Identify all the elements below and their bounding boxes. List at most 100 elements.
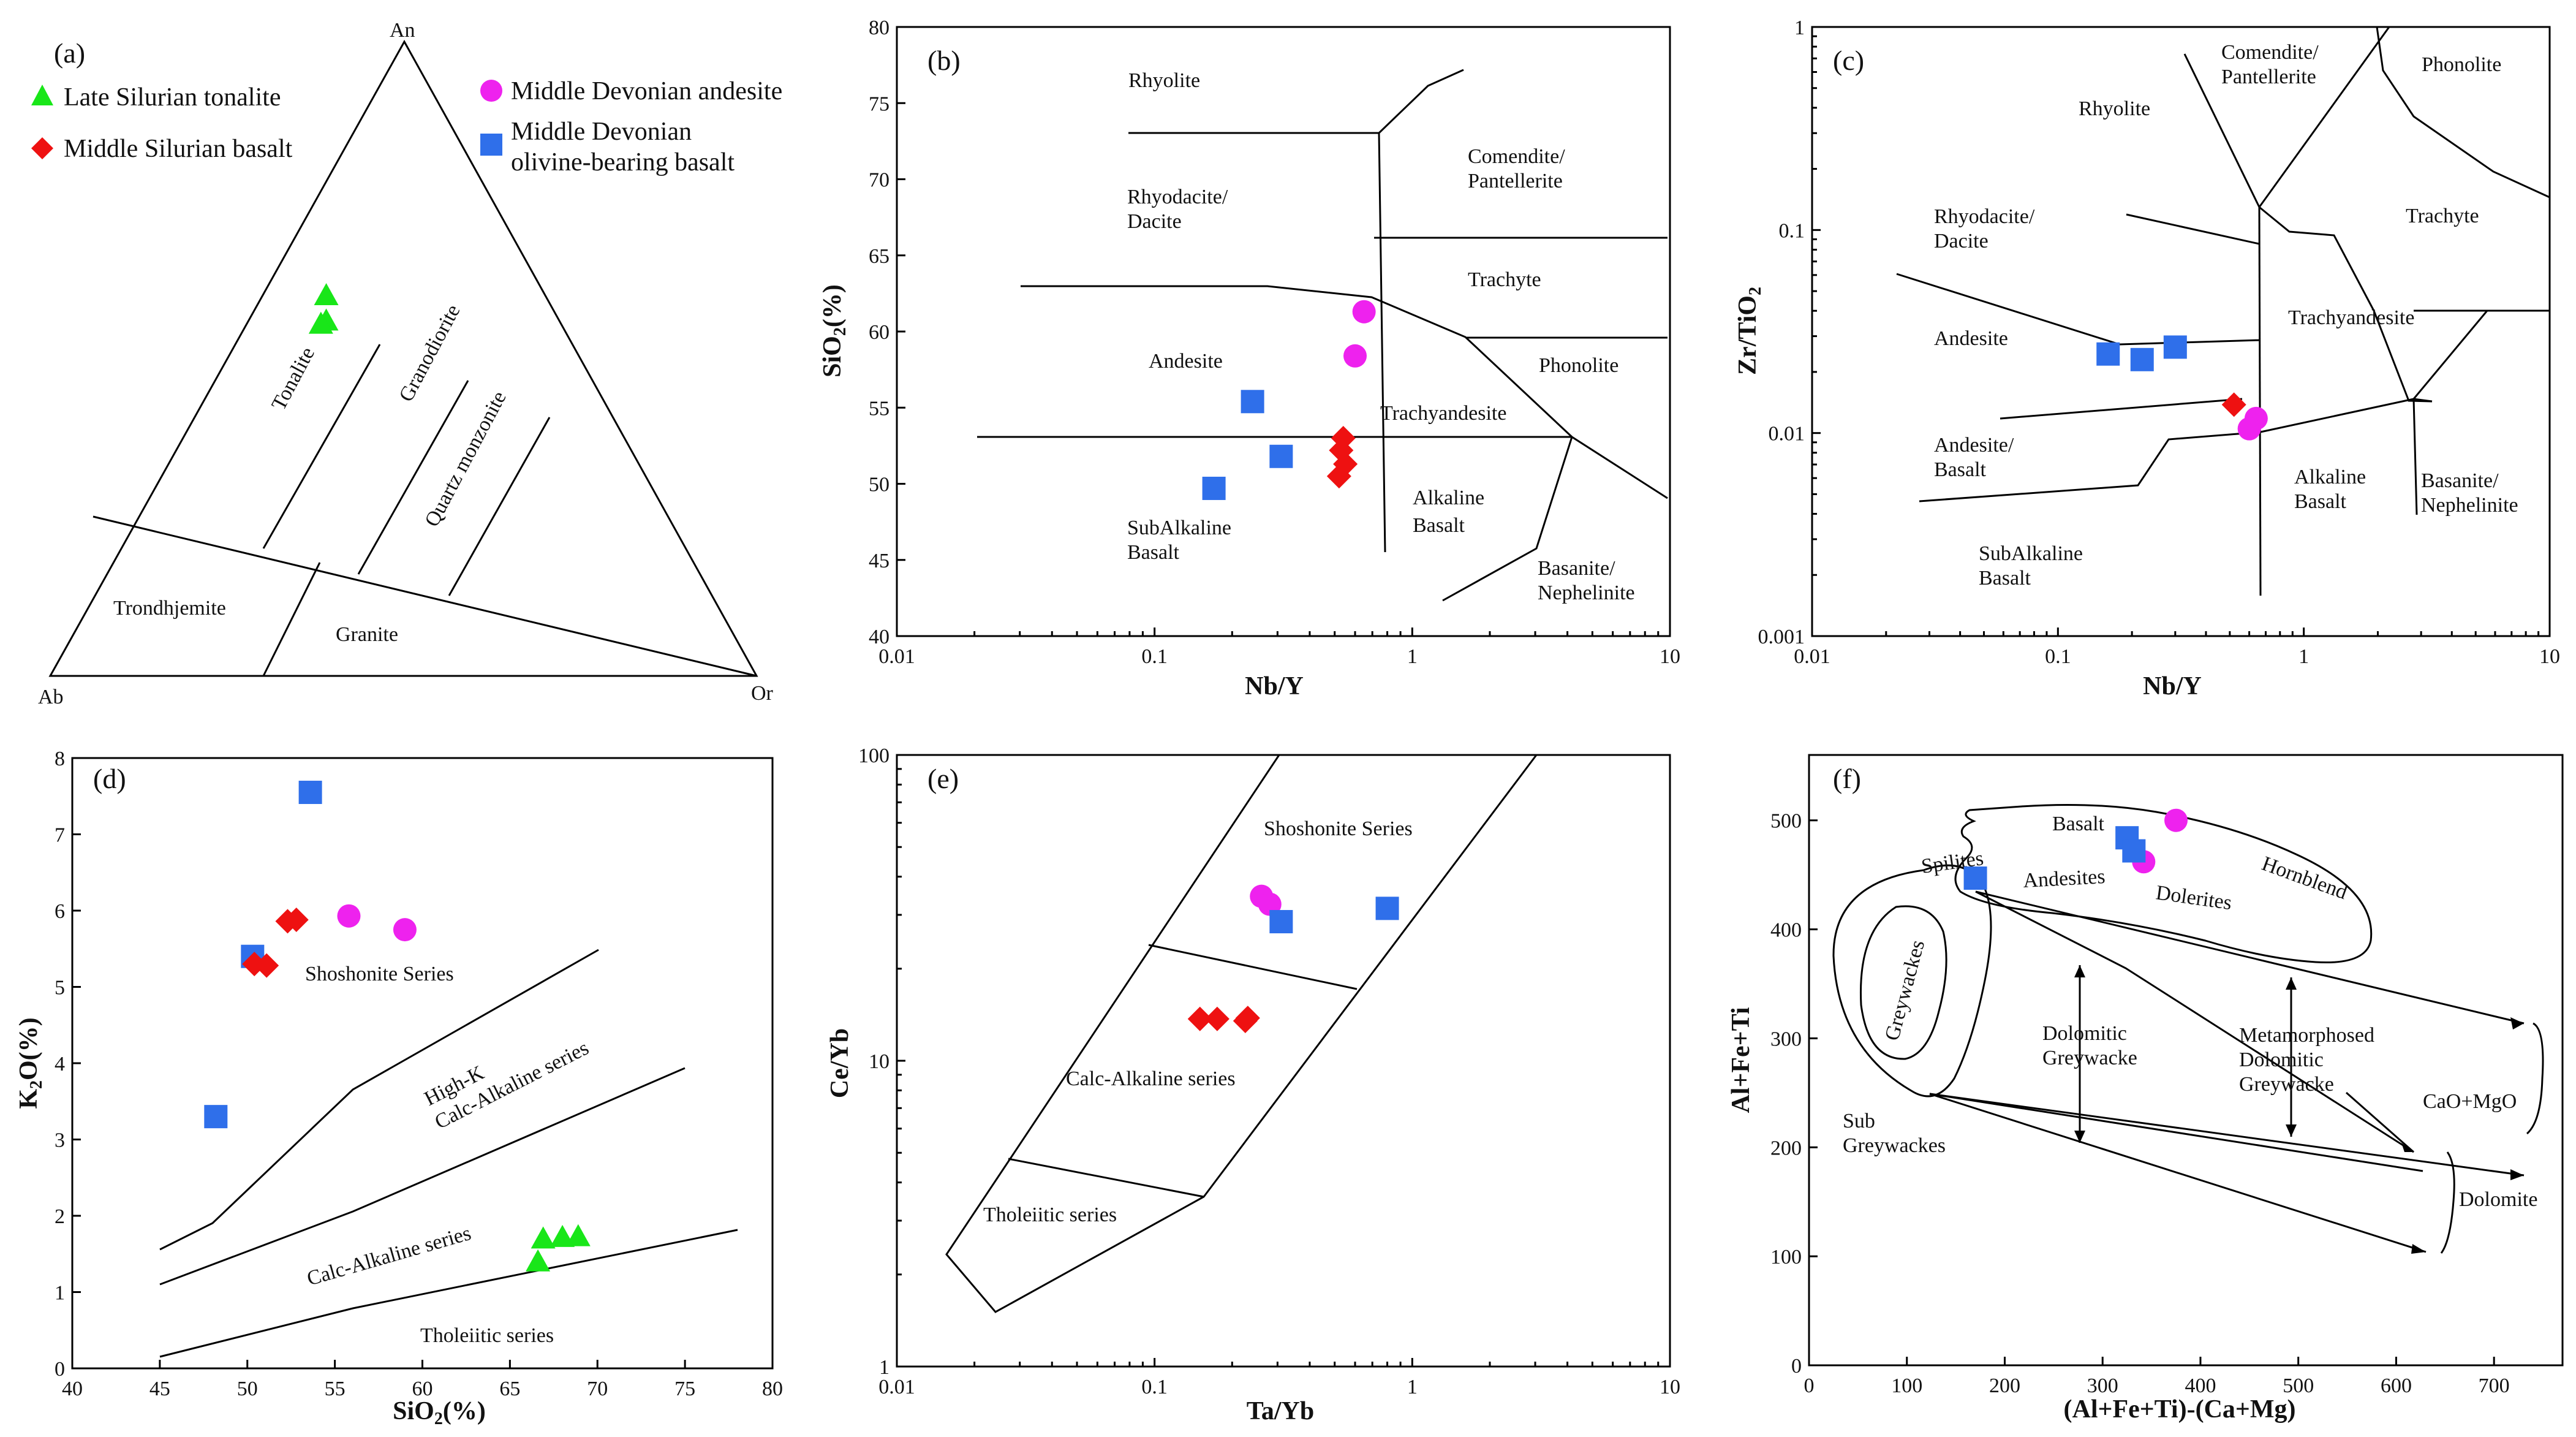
ytick-label-b-6: 70 [869,169,890,192]
point-c-middle_devonian_olivine_basalt-1 [2130,347,2154,371]
point-d-middle_devonian_olivine_basalt-2 [204,1105,228,1129]
panel-d-label: (d) [93,763,126,794]
ytick-label-d-4: 4 [55,1053,65,1075]
point-a-late_silurian_tonalite-2 [308,311,333,334]
boundary-tonalite-granodiorite [262,344,381,549]
ytick-label-c-2: 0.1 [1779,219,1805,242]
point-d-middle_silurian_basalt-3 [254,953,279,978]
boundaries-e [945,754,1539,1313]
ytick-label-e-0: 1 [879,1356,890,1379]
field-c-subalkaline: SubAlkaline [1979,542,2083,565]
xtick-label-f-6: 600 [2381,1374,2412,1397]
ylabel-f: Al+Fe+Ti [1727,1007,1755,1113]
xtick-label-d-7: 75 [674,1378,695,1400]
point-e-middle_silurian_basalt-0 [1187,1006,1212,1031]
points-c [2096,335,2268,441]
field-b-nephelinite: Nephelinite [1538,582,1635,604]
legend-label-devonian-olivine-basalt-2: olivine-bearing basalt [511,148,735,176]
field-c-rhyolite: Rhyolite [2079,97,2150,120]
plot-f-frame [1808,754,2564,1367]
field-c-subalkaline-basalt: Basalt [1979,567,2031,590]
points-e [1187,884,1399,1033]
point-d-middle_devonian_andesite-1 [393,918,417,942]
field-b-trachyandesite: Trachyandesite [1380,402,1506,425]
legend: Late Silurian tonalite Middle Silurian b… [31,77,782,176]
field-f-metamorphosed: Metamorphosed [2239,1024,2374,1047]
xlabel-c: Nb/Y [2143,672,2202,700]
ytick-label-d-5: 5 [55,977,65,999]
field-b-subalkaline-basalt: Basalt [1127,541,1180,564]
panel-c-label: (c) [1833,45,1864,76]
field-c-andesite2: Andesite/ [1934,434,2014,457]
ytick-label-b-0: 40 [869,626,890,648]
ytick-label-d-0: 0 [55,1358,65,1381]
xtick-label-e-1: 0.1 [1141,1376,1168,1398]
xtick-label-d-1: 45 [149,1378,170,1400]
field-b-dacite: Dacite [1127,210,1182,233]
ytick-label-b-3: 55 [869,397,890,420]
field-d-shoshonite: Shoshonite Series [305,963,454,985]
legend-marker-devonian-andesite [480,80,502,102]
boundary-trondhjemite-granite-top [93,515,757,677]
point-f-middle_devonian_olivine_basalt-1 [2122,839,2146,863]
field-f-dolomitic: Dolomitic [2042,1022,2127,1045]
point-e-middle_devonian_olivine_basalt-0 [1269,910,1293,934]
field-granite: Granite [336,623,398,646]
legend-marker-silurian-basalt [31,137,53,159]
point-d-late_silurian_tonalite-3 [526,1249,551,1272]
point-b-middle_devonian_andesite-0 [1352,300,1376,324]
ternary-triangle [48,39,758,677]
field-b-andesite: Andesite [1149,350,1223,373]
points-b [1202,300,1376,500]
legend-label-tonalite: Late Silurian tonalite [64,83,281,112]
point-d-middle_devonian_andesite-0 [337,904,361,928]
xtick-label-d-6: 70 [587,1378,608,1400]
ytick-label-b-1: 45 [869,550,890,572]
xtick-label-f-3: 300 [2087,1374,2118,1397]
field-f-subgreywackes: Greywackes [1843,1134,1946,1157]
axes-f: 0 100 200 300 400 500 600 700 0 100 200 300 400 500 [1770,810,2510,1397]
panel-b-label: (b) [927,45,961,76]
ytick-label-f-2: 200 [1770,1137,1802,1159]
xlabel-b: Nb/Y [1245,672,1304,700]
field-b-comendite: Comendite/ [1468,145,1565,168]
point-b-middle_silurian_basalt-3 [1326,464,1351,489]
point-d-late_silurian_tonalite-2 [565,1224,591,1246]
axes-e: 0.01 0.1 1 10 1 10 100 [858,745,1680,1398]
point-c-middle_devonian_andesite-1 [2237,417,2261,441]
point-e-middle_devonian_olivine_basalt-1 [1375,897,1399,920]
xtick-label-f-7: 700 [2479,1374,2510,1397]
field-f-metamorphosed-dolomitic: Dolomitic [2239,1048,2324,1071]
xtick-label-f-1: 100 [1891,1374,1922,1397]
ytick-label-b-4: 60 [869,321,890,344]
point-c-middle_silurian_basalt-0 [2221,392,2246,417]
ylabel-d: K2O(%) [15,1017,46,1109]
ytick-label-f-0: 0 [1791,1355,1802,1378]
panel-a-label: (a) [54,37,85,69]
field-f-metamorphosed-greywacke: Greywacke [2239,1073,2334,1096]
ytick-label-f-4: 400 [1770,919,1802,942]
boundaries-d [159,949,738,1358]
point-b-middle_devonian_andesite-1 [1343,344,1367,368]
field-c-rhyodacite: Rhyodacite/ [1934,205,2035,228]
field-e-tholeiitic: Tholeiitic series [983,1204,1117,1226]
field-c-alkaline: Alkaline [2294,466,2366,488]
xtick-label-f-5: 500 [2283,1374,2314,1397]
xtick-label-b-2: 1 [1407,645,1418,668]
field-c-basanite: Basanite/ [2421,469,2499,492]
point-c-middle_devonian_olivine_basalt-0 [2096,342,2120,366]
field-b-trachyte: Trachyte [1468,268,1541,291]
ytick-label-d-6: 6 [55,900,65,923]
boundary-granodiorite-quartzmonzonite [357,380,469,575]
point-a-late_silurian_tonalite-0 [314,283,339,305]
boundaries-f [1832,803,2544,1254]
xtick-label-e-3: 10 [1660,1376,1680,1398]
boundaries-b [977,69,1668,602]
xtick-label-d-2: 50 [237,1378,258,1400]
point-b-middle_devonian_olivine_basalt-0 [1241,390,1264,414]
field-c-phonolite: Phonolite [2422,53,2501,76]
xtick-label-d-3: 55 [325,1378,346,1400]
field-b-phonolite: Phonolite [1539,354,1618,377]
point-b-middle_devonian_olivine_basalt-2 [1202,476,1226,500]
field-c-nephelinite: Nephelinite [2421,494,2518,517]
